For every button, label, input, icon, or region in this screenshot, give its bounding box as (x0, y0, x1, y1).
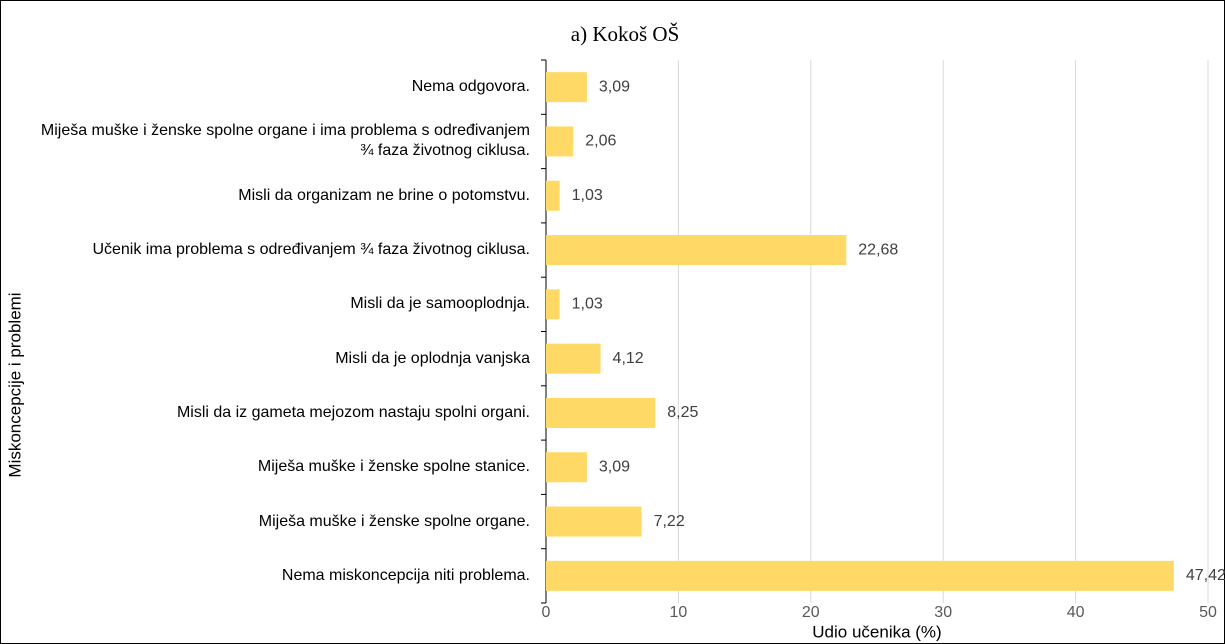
bar (546, 397, 656, 428)
y-tick-label: Miješa muške i ženske spolne organe i im… (40, 122, 530, 160)
bar (546, 560, 1174, 591)
data-label: 22,68 (858, 241, 898, 258)
bar (546, 235, 847, 266)
y-tick-label: Učenik ima problema s određivanjem ¾ faz… (92, 241, 530, 259)
y-tick-label: Nema odgovora. (411, 78, 530, 96)
x-axis-label: Udio učenika (%) (812, 622, 941, 641)
data-label: 1,03 (572, 296, 603, 313)
bar (546, 506, 642, 537)
y-tick-label: Miješa muške i ženske spolne stanice. (257, 458, 530, 476)
data-label: 47,42 (1186, 567, 1225, 584)
x-tick-label: 0 (542, 604, 551, 621)
x-tick-label: 10 (670, 604, 688, 621)
y-tick-label: Misli da organizam ne brine o potomstvu. (238, 186, 530, 204)
y-tick-label: Misli da iz gameta mejozom nastaju spoln… (176, 403, 530, 421)
data-label: 1,03 (572, 187, 603, 204)
y-axis-label: Miskoncepcije i problemi (5, 292, 24, 477)
data-label: 2,06 (585, 133, 616, 150)
x-tick-label: 30 (934, 604, 952, 621)
bar (546, 289, 560, 320)
data-label: 3,09 (599, 458, 630, 475)
y-tick-label: Misli da je samooplodnja. (350, 295, 530, 313)
bar (546, 452, 587, 483)
data-label: 3,09 (599, 78, 630, 95)
bar (546, 180, 560, 211)
x-tick-label: 50 (1199, 604, 1217, 621)
bar (546, 126, 574, 157)
x-tick-label: 20 (802, 604, 820, 621)
y-tick-label: Nema miskoncepcija niti problema. (281, 566, 530, 584)
data-label: 4,12 (613, 350, 644, 367)
y-tick-label: Misli da je oplodnja vanjska (335, 349, 530, 367)
x-tick-label: 40 (1067, 604, 1085, 621)
data-label: 8,25 (667, 404, 698, 421)
y-tick-label: Miješa muške i ženske spolne organe. (258, 512, 530, 530)
chart-title: a) Kokoš OŠ (571, 22, 680, 46)
data-label: 7,22 (654, 513, 685, 530)
bar (546, 343, 601, 374)
bar (546, 72, 587, 103)
